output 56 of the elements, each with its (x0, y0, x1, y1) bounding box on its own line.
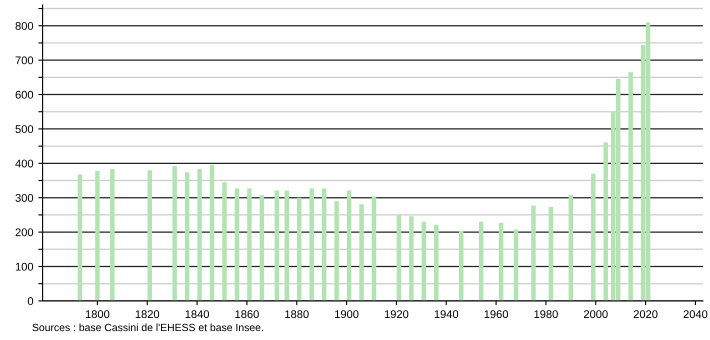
bar (628, 72, 633, 301)
bar (396, 215, 402, 301)
bar (548, 207, 554, 301)
bar (260, 195, 264, 301)
bar (498, 222, 504, 301)
bar (334, 201, 339, 301)
x-tick-label: 1960 (484, 310, 508, 318)
y-tick-label: 200 (16, 228, 34, 236)
bar (458, 230, 464, 301)
bar (359, 204, 364, 301)
bar (184, 172, 190, 301)
bar (478, 222, 484, 301)
x-tick-label: 1880 (285, 310, 309, 318)
y-tick-label: 100 (16, 262, 34, 271)
bar (531, 206, 536, 301)
bar (309, 188, 314, 301)
bar (568, 194, 574, 301)
x-tick-label: 1940 (434, 310, 458, 318)
bar (297, 198, 302, 301)
bar (247, 188, 252, 301)
bar (346, 190, 352, 301)
y-tick-label: 0 (28, 297, 34, 306)
bar (148, 170, 152, 301)
y-tick-label: 300 (15, 194, 34, 202)
y-tick-label: 700 (16, 56, 34, 64)
bar (409, 216, 414, 301)
y-tick-label: 500 (15, 125, 34, 134)
x-tick-label: 1820 (136, 310, 160, 318)
bar (210, 165, 214, 301)
bar (514, 229, 518, 301)
bar (591, 174, 596, 301)
x-tick-label: 1980 (534, 310, 558, 318)
x-tick-label: 1860 (235, 310, 259, 318)
x-tick-label: 1900 (335, 310, 359, 318)
bar (284, 190, 290, 301)
bar (78, 174, 82, 301)
bar (172, 166, 177, 301)
bar (274, 190, 280, 301)
x-tick-label: 1920 (384, 310, 408, 318)
y-tick-label: 600 (16, 90, 34, 99)
bar (110, 169, 115, 301)
bar (234, 188, 240, 301)
source-note: Sources : base Cassini de l'EHESS et base Insee. (32, 323, 263, 332)
bar (95, 170, 100, 301)
bar (603, 142, 608, 301)
x-tick-label: 1840 (186, 310, 210, 318)
bar (422, 222, 426, 301)
x-tick-label: 1800 (86, 310, 110, 318)
y-tick-label: 400 (15, 160, 34, 168)
bar (197, 169, 202, 301)
bar (434, 224, 439, 301)
bar (322, 188, 326, 301)
x-tick-label: 2040 (684, 310, 708, 318)
x-tick-label: 2000 (584, 310, 608, 318)
y-tick-label: 800 (16, 22, 34, 30)
x-tick-label: 2020 (634, 310, 658, 318)
